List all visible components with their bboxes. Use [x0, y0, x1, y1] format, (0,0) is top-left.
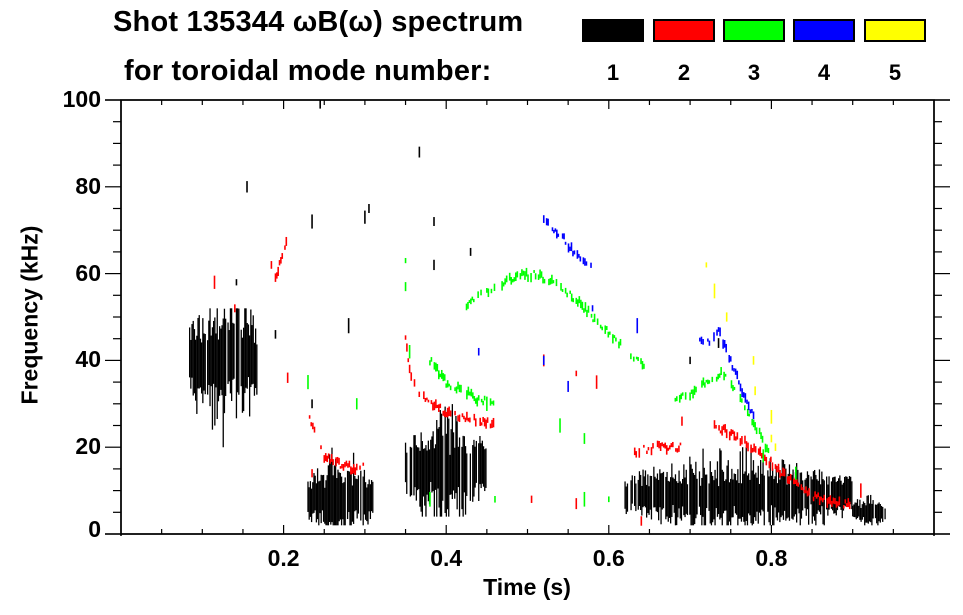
x-tick-label: 0.6 — [592, 545, 625, 571]
series-mode-2 — [213, 236, 862, 526]
x-tick-label: 0.2 — [267, 545, 300, 571]
legend-label-mode-4: 4 — [817, 60, 831, 85]
legend-label-mode-1: 1 — [606, 60, 620, 85]
mode-trace — [633, 440, 682, 458]
y-tick-label: 60 — [75, 259, 101, 286]
chart-subtitle: for toroidal mode number: — [124, 55, 492, 87]
x-tick-label: 0.8 — [755, 545, 788, 571]
mode-trace — [404, 335, 495, 429]
region-early-burst — [188, 308, 258, 448]
mode-trace — [429, 357, 495, 407]
series-mode-4 — [477, 215, 755, 420]
legend-swatch-mode-1 — [582, 19, 644, 42]
legend-swatch-mode-3 — [723, 19, 785, 42]
y-tick-label: 20 — [75, 433, 101, 460]
legend-swatch-mode-2 — [653, 19, 715, 42]
legend-swatch-mode-5 — [864, 19, 926, 42]
series-mode-1 — [188, 100, 886, 526]
region-end-burst — [852, 494, 886, 526]
axes-frame — [105, 99, 950, 536]
region-late-band — [624, 447, 853, 526]
mode-trace — [674, 367, 770, 454]
y-tick-label: 100 — [62, 86, 101, 112]
mode-trace — [542, 215, 592, 268]
legend-label-mode-3: 3 — [747, 60, 761, 85]
x-tick-label: 0.4 — [430, 545, 463, 571]
legend-swatch-mode-4 — [793, 19, 855, 42]
y-tick-label: 80 — [75, 172, 101, 199]
y-tick-label: 40 — [75, 346, 101, 373]
y-tick-label: 0 — [88, 516, 101, 542]
series-mode-5 — [705, 262, 777, 451]
legend-label-mode-2: 2 — [677, 60, 691, 85]
mode-trace — [308, 415, 365, 475]
mode-trace — [465, 267, 645, 370]
series-mode-3 — [307, 257, 797, 507]
legend-label-mode-5: 5 — [888, 60, 902, 85]
plot-frame — [120, 99, 935, 535]
mode-trace — [274, 236, 288, 282]
region-sawtooth-band-1 — [307, 447, 374, 526]
region-band-2 — [404, 404, 487, 517]
mode-trace — [699, 327, 755, 420]
data-marks — [188, 100, 886, 526]
x-axis-label: Time (s) — [483, 574, 571, 600]
chart-title: Shot 135344 ωB(ω) spectrum — [113, 6, 524, 38]
